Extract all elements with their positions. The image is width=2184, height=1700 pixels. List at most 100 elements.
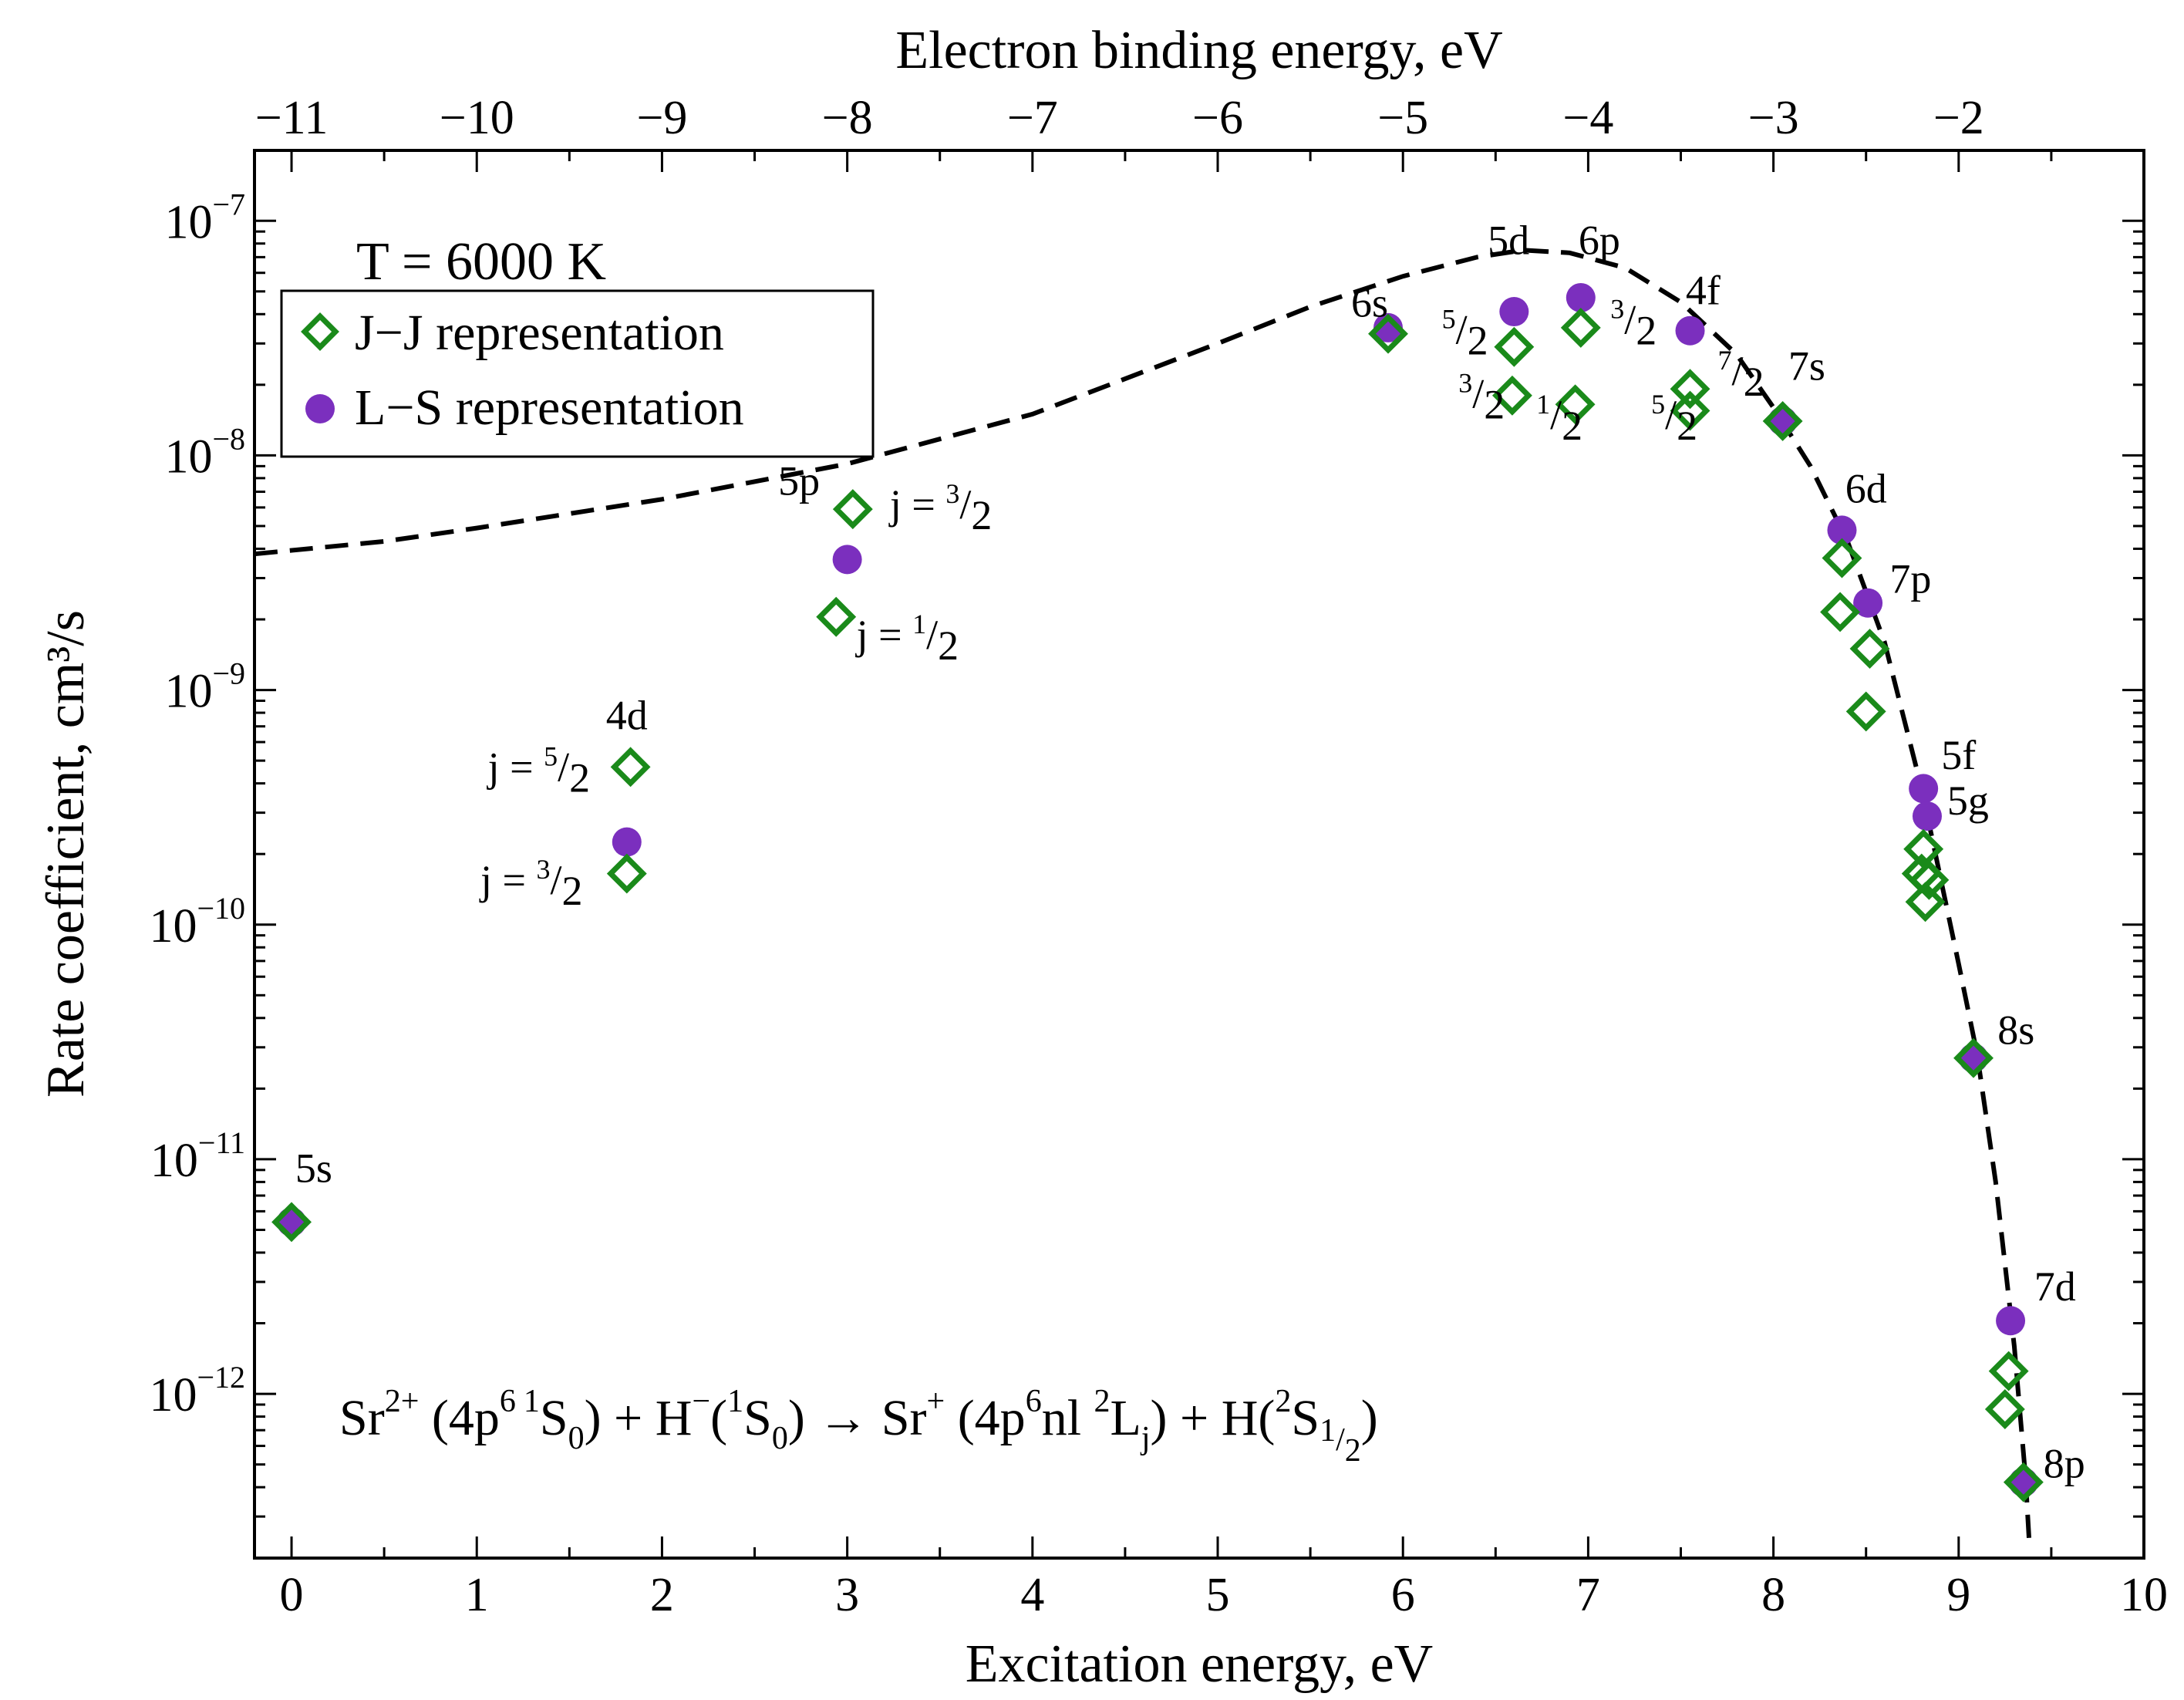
jj-point — [1988, 1351, 2029, 1391]
x2-tick-label: −10 — [440, 92, 514, 144]
ls-point — [1373, 312, 1403, 342]
jj-point — [1491, 375, 1532, 416]
jj-point — [1555, 384, 1596, 425]
x2-tick-label: −4 — [1562, 92, 1613, 144]
y-tick-label: 10−9 — [164, 656, 245, 718]
x2-tick-label: −3 — [1748, 92, 1799, 144]
x-tick-label: 7 — [1576, 1569, 1600, 1621]
jj-point — [1903, 828, 1944, 869]
j-label: 3/2 — [1458, 367, 1505, 427]
x-tick-label: 10 — [2120, 1569, 2168, 1621]
state-label: 5s — [295, 1145, 332, 1191]
x2-tick-label: −11 — [255, 92, 329, 144]
top-axis-title: Electron binding energy, eV — [895, 21, 1502, 80]
axis-ticks: 0 1 2 3 4 5 6 7 8 9 10−11 −10 −9 −8 −7 −6 −5 −4 −3 −210−710… — [149, 92, 2168, 1621]
j-label: 1/2 — [1536, 389, 1582, 449]
state-label: 5d — [1488, 218, 1529, 264]
j-label: j = 3/2 — [479, 854, 582, 914]
ls-point — [832, 545, 862, 575]
state-label: 5f — [1941, 732, 1976, 778]
ls-point — [277, 1207, 307, 1237]
jj-point — [1820, 592, 1861, 632]
ls-point — [1959, 1043, 1989, 1073]
state-label: 7d — [2034, 1263, 2076, 1310]
ls-point — [1853, 588, 1883, 618]
jj-point — [610, 747, 651, 788]
jj-point — [816, 596, 857, 637]
temperature-label: T = 6000 K — [356, 232, 606, 292]
jj-point — [271, 1202, 312, 1243]
jj-point — [1905, 882, 1946, 923]
x-tick-label: 0 — [280, 1569, 304, 1621]
x-tick-label: 9 — [1946, 1569, 1970, 1621]
ls-point — [1566, 282, 1596, 312]
x-tick-label: 2 — [650, 1569, 674, 1621]
reaction-equation: Sr2+ (4p6 1S0) + H−(1S0) → Sr+ (4p6nl 2Lj… — [339, 1384, 1378, 1469]
state-label: 7s — [1788, 342, 1825, 389]
x2-tick-label: −6 — [1192, 92, 1243, 144]
ls-point — [2008, 1467, 2038, 1497]
legend-ls-label: L−S representation — [355, 379, 744, 436]
state-label: 8s — [1997, 1007, 2034, 1053]
jj-point — [1762, 401, 1803, 441]
legend: T = 6000 K J−J representation L−S repres… — [280, 232, 875, 458]
j-label: j = 3/2 — [888, 478, 992, 538]
j-label: j = 1/2 — [855, 609, 959, 669]
x2-tick-label: −5 — [1377, 92, 1428, 144]
jj-point — [1494, 326, 1535, 367]
ls-point — [1909, 774, 1939, 804]
j-label: 5/2 — [1442, 303, 1488, 363]
state-label: 6p — [1579, 218, 1620, 264]
state-label: 5g — [1947, 777, 1989, 824]
ls-point — [612, 827, 642, 857]
y-tick-label: 10−10 — [149, 891, 245, 953]
jj-point — [2003, 1462, 2044, 1503]
x2-tick-label: −8 — [822, 92, 873, 144]
j-label: 7/2 — [1718, 345, 1764, 405]
x-tick-label: 1 — [465, 1569, 489, 1621]
jj-point — [1845, 691, 1886, 732]
j-label: 5/2 — [1651, 389, 1697, 449]
jj-point — [1670, 390, 1710, 431]
x-tick-label: 8 — [1761, 1569, 1785, 1621]
j-label: j = 5/2 — [487, 740, 590, 801]
ls-point — [1996, 1306, 2026, 1336]
jj-point — [1822, 538, 1862, 578]
x2-tick-label: −9 — [636, 92, 687, 144]
state-label: 6d — [1845, 465, 1887, 511]
jj-point — [1984, 1389, 2025, 1429]
jj-point — [1909, 859, 1950, 900]
ls-point — [1912, 801, 1942, 831]
y-tick-label: 10−12 — [149, 1360, 245, 1422]
j-label: 3/2 — [1610, 294, 1657, 354]
y-axis-title: Rate coefficient, cm³/s — [36, 610, 96, 1098]
y-tick-label: 10−11 — [150, 1125, 245, 1187]
ls-point — [1675, 315, 1705, 346]
jj-point — [1953, 1037, 1994, 1078]
state-label: 7p — [1889, 555, 1931, 602]
jj-point — [1670, 369, 1710, 410]
legend-jj-label: J−J representation — [355, 305, 724, 361]
x-tick-label: 5 — [1206, 1569, 1230, 1621]
y-tick-label: 10−8 — [164, 421, 245, 483]
x2-tick-label: −2 — [1933, 92, 1984, 144]
jj-point — [832, 489, 873, 530]
x-axis-title: Excitation energy, eV — [966, 1634, 1433, 1694]
x-tick-label: 6 — [1391, 1569, 1415, 1621]
jj-point — [1849, 629, 1890, 669]
y-tick-label: 10−7 — [164, 187, 245, 248]
legend-circle-marker — [305, 394, 335, 423]
ls-point — [1827, 515, 1857, 545]
state-label: 5p — [778, 457, 820, 504]
ls-point — [1768, 406, 1798, 436]
state-label: 4f — [1686, 268, 1721, 314]
jj-point — [1368, 313, 1408, 354]
legend-box — [280, 289, 875, 458]
state-label: 8p — [2044, 1441, 2085, 1487]
ls-point — [1499, 297, 1529, 327]
x-tick-label: 3 — [835, 1569, 859, 1621]
state-label: 4d — [606, 693, 648, 739]
jj-point — [1560, 307, 1601, 348]
